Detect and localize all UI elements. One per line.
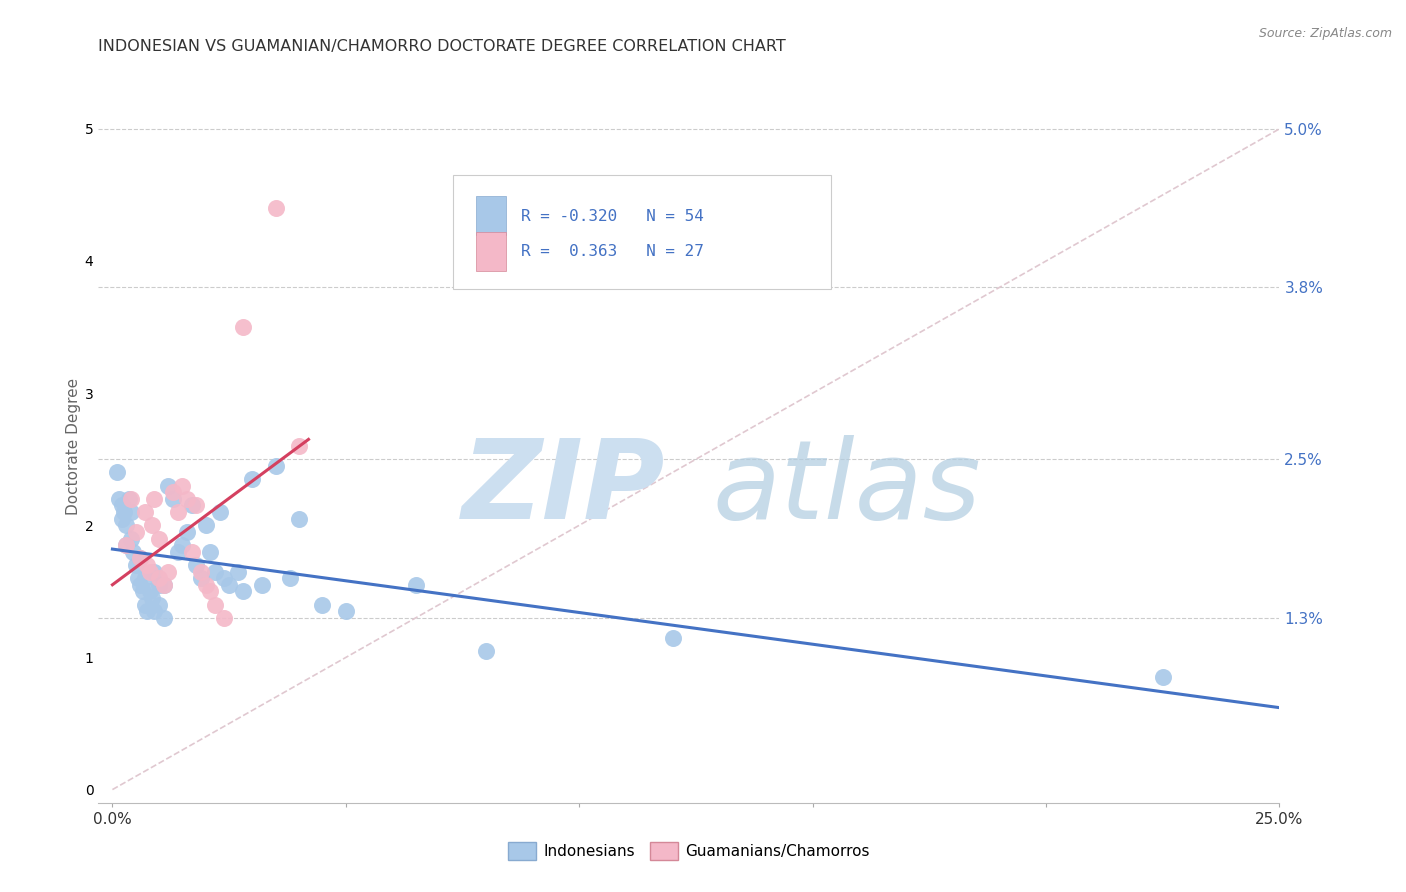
Point [115,518,138,533]
Point [141,591,163,605]
Point [214,571,236,585]
Point [127,571,149,585]
Point [288,439,311,453]
Point [148,578,170,592]
Point [157,565,180,579]
Point [143,604,166,618]
Point [190,565,212,579]
Point [311,598,333,612]
Point [214,611,236,625]
Point [148,571,170,585]
Point [186,558,208,572]
Point [190,571,212,585]
Point [186,499,208,513]
Point [242,472,264,486]
Point [475,644,498,658]
Point [108,491,131,506]
Point [143,491,166,506]
Point [250,578,273,592]
Point [129,578,152,592]
Point [120,532,142,546]
Point [105,466,128,480]
Point [200,584,222,599]
Point [143,565,166,579]
Point [176,491,198,506]
Point [111,499,134,513]
Point [172,538,194,552]
Point [180,545,202,559]
Point [111,511,134,525]
Point [134,571,156,585]
Point [136,604,159,618]
Point [157,478,180,492]
Point [112,505,135,519]
Point [278,571,301,585]
Point [125,524,148,539]
Point [264,458,287,473]
FancyBboxPatch shape [477,196,506,235]
FancyBboxPatch shape [477,232,506,271]
Point [200,545,222,559]
Y-axis label: Doctorate Degree: Doctorate Degree [66,377,82,515]
Text: atlas: atlas [713,435,981,542]
FancyBboxPatch shape [453,175,831,289]
Point [172,478,194,492]
Point [166,505,188,519]
Point [139,565,162,579]
Point [1152,670,1174,684]
Point [120,505,142,519]
Point [141,518,163,533]
Point [139,584,162,599]
Point [132,584,155,599]
Text: R = -0.320   N = 54: R = -0.320 N = 54 [522,209,704,224]
Point [122,545,145,559]
Point [152,578,174,592]
Point [120,491,142,506]
Point [232,584,254,599]
Point [134,598,156,612]
Point [204,598,226,612]
Point [148,532,170,546]
Point [115,538,138,552]
Point [148,598,170,612]
Point [152,578,174,592]
Text: Source: ZipAtlas.com: Source: ZipAtlas.com [1258,27,1392,40]
Point [162,491,184,506]
Point [180,499,202,513]
Point [288,511,311,525]
Point [134,505,156,519]
Point [661,631,683,645]
Point [194,518,217,533]
Legend: Indonesians, Guamanians/Chamorros: Indonesians, Guamanians/Chamorros [502,836,876,866]
Point [228,565,250,579]
Text: ZIP: ZIP [461,435,665,542]
Point [176,524,198,539]
Point [162,485,184,500]
Point [129,551,152,566]
Point [204,565,226,579]
Point [335,604,357,618]
Point [218,578,240,592]
Point [208,505,231,519]
Point [194,578,217,592]
Text: INDONESIAN VS GUAMANIAN/CHAMORRO DOCTORATE DEGREE CORRELATION CHART: INDONESIAN VS GUAMANIAN/CHAMORRO DOCTORA… [98,38,786,54]
Point [264,201,287,215]
Point [125,558,148,572]
Point [136,558,159,572]
Point [118,491,141,506]
Point [152,611,174,625]
Point [166,545,188,559]
Point [232,320,254,334]
Text: R =  0.363   N = 27: R = 0.363 N = 27 [522,244,704,260]
Point [129,551,152,566]
Point [115,538,138,552]
Point [405,578,427,592]
